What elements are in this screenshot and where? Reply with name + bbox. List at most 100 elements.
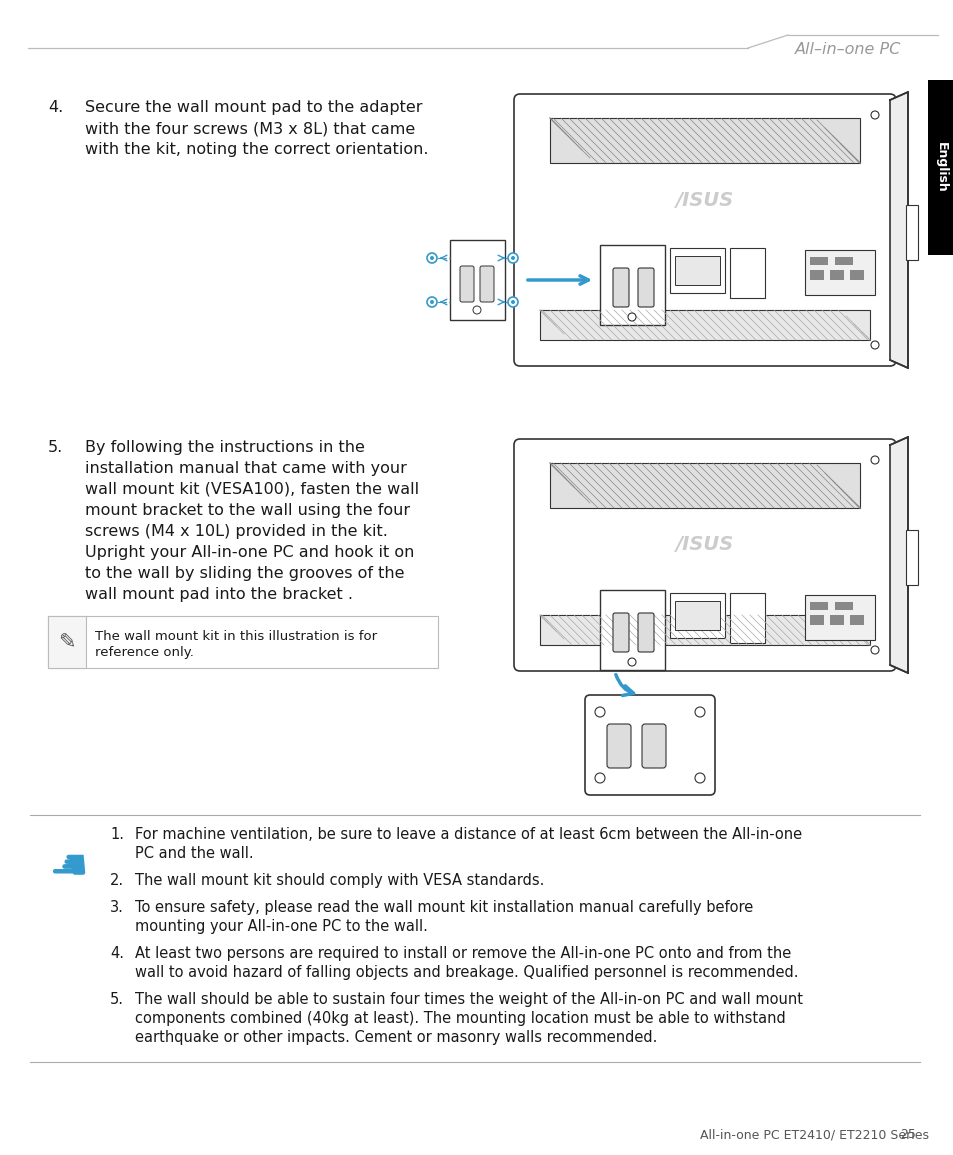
- Text: mount bracket to the wall using the four: mount bracket to the wall using the four: [85, 502, 410, 517]
- Bar: [834, 602, 852, 610]
- FancyBboxPatch shape: [514, 94, 895, 366]
- Bar: [669, 248, 724, 293]
- Bar: [905, 530, 917, 584]
- FancyBboxPatch shape: [613, 268, 628, 307]
- Text: By following the instructions in the: By following the instructions in the: [85, 440, 364, 455]
- FancyBboxPatch shape: [641, 724, 665, 768]
- Circle shape: [870, 646, 878, 654]
- Circle shape: [627, 313, 636, 321]
- Polygon shape: [889, 92, 907, 368]
- Text: All–in–one PC: All–in–one PC: [794, 42, 901, 57]
- Text: PC and the wall.: PC and the wall.: [135, 845, 253, 860]
- Text: with the four screws (M3 x 8L) that came: with the four screws (M3 x 8L) that came: [85, 121, 415, 136]
- Bar: [599, 245, 664, 325]
- Bar: [599, 590, 664, 670]
- Circle shape: [695, 707, 704, 717]
- Circle shape: [627, 658, 636, 666]
- Text: 1.: 1.: [110, 827, 124, 842]
- Text: mounting your All-in-one PC to the wall.: mounting your All-in-one PC to the wall.: [135, 919, 428, 934]
- Text: 25: 25: [899, 1128, 915, 1141]
- Bar: [729, 248, 764, 298]
- FancyBboxPatch shape: [606, 724, 630, 768]
- FancyBboxPatch shape: [514, 439, 895, 671]
- Bar: [849, 270, 863, 280]
- Bar: [809, 614, 823, 625]
- Text: ✎: ✎: [58, 632, 75, 653]
- Bar: [539, 614, 869, 644]
- FancyBboxPatch shape: [638, 613, 654, 653]
- Text: 4.: 4.: [110, 946, 124, 961]
- FancyBboxPatch shape: [459, 266, 474, 301]
- Bar: [48, 616, 86, 668]
- Text: 2.: 2.: [110, 873, 124, 888]
- Text: /ISUS: /ISUS: [675, 191, 734, 209]
- Circle shape: [695, 773, 704, 783]
- Circle shape: [427, 297, 436, 307]
- Bar: [905, 204, 917, 260]
- FancyBboxPatch shape: [638, 268, 654, 307]
- Circle shape: [595, 707, 604, 717]
- Text: 4.: 4.: [48, 100, 63, 116]
- Bar: [450, 240, 504, 320]
- Text: English: English: [934, 142, 946, 193]
- Bar: [539, 310, 869, 340]
- Bar: [669, 593, 724, 638]
- Text: screws (M4 x 10L) provided in the kit.: screws (M4 x 10L) provided in the kit.: [85, 524, 388, 539]
- Text: 5.: 5.: [48, 440, 63, 455]
- Circle shape: [430, 300, 434, 304]
- Bar: [829, 614, 843, 625]
- Bar: [927, 80, 953, 255]
- Text: Upright your All-in-one PC and hook it on: Upright your All-in-one PC and hook it o…: [85, 545, 414, 560]
- Text: All-in-one PC ET2410/ ET2210 Series: All-in-one PC ET2410/ ET2210 Series: [700, 1128, 928, 1141]
- Circle shape: [507, 297, 517, 307]
- Bar: [550, 463, 859, 508]
- Bar: [729, 593, 764, 643]
- Text: For machine ventilation, be sure to leave a distance of at least 6cm between the: For machine ventilation, be sure to leav…: [135, 827, 801, 842]
- Circle shape: [511, 300, 515, 304]
- Text: to the wall by sliding the grooves of the: to the wall by sliding the grooves of th…: [85, 566, 404, 581]
- Text: The wall should be able to sustain four times the weight of the All-in-on PC and: The wall should be able to sustain four …: [135, 992, 802, 1007]
- Polygon shape: [889, 437, 907, 673]
- Circle shape: [870, 111, 878, 119]
- FancyBboxPatch shape: [584, 695, 714, 795]
- Text: wall mount pad into the bracket .: wall mount pad into the bracket .: [85, 587, 353, 602]
- FancyBboxPatch shape: [613, 613, 628, 653]
- Circle shape: [507, 253, 517, 263]
- Circle shape: [427, 253, 436, 263]
- Bar: [675, 601, 720, 629]
- Bar: [809, 602, 827, 610]
- Bar: [834, 258, 852, 264]
- Text: with the kit, noting the correct orientation.: with the kit, noting the correct orienta…: [85, 142, 428, 157]
- Circle shape: [595, 773, 604, 783]
- Circle shape: [473, 306, 480, 314]
- Text: 3.: 3.: [110, 900, 124, 915]
- Text: The wall mount kit in this illustration is for: The wall mount kit in this illustration …: [95, 629, 376, 643]
- Bar: [550, 118, 859, 163]
- Circle shape: [870, 341, 878, 349]
- Text: Secure the wall mount pad to the adapter: Secure the wall mount pad to the adapter: [85, 100, 422, 116]
- Bar: [809, 258, 827, 264]
- Text: /ISUS: /ISUS: [675, 536, 734, 554]
- Bar: [809, 270, 823, 280]
- Text: At least two persons are required to install or remove the All-in-one PC onto an: At least two persons are required to ins…: [135, 946, 790, 961]
- Bar: [849, 614, 863, 625]
- Text: ☛: ☛: [42, 839, 82, 881]
- Bar: [48, 616, 437, 668]
- Bar: [804, 249, 874, 295]
- Text: reference only.: reference only.: [95, 646, 193, 660]
- Text: installation manual that came with your: installation manual that came with your: [85, 461, 406, 476]
- Bar: [829, 270, 843, 280]
- Circle shape: [430, 256, 434, 260]
- Bar: [804, 595, 874, 640]
- Text: earthquake or other impacts. Cement or masonry walls recommended.: earthquake or other impacts. Cement or m…: [135, 1030, 657, 1045]
- FancyBboxPatch shape: [479, 266, 494, 301]
- Circle shape: [870, 456, 878, 464]
- Bar: [675, 256, 720, 285]
- Text: The wall mount kit should comply with VESA standards.: The wall mount kit should comply with VE…: [135, 873, 544, 888]
- Text: 5.: 5.: [110, 992, 124, 1007]
- Circle shape: [511, 256, 515, 260]
- Text: components combined (40kg at least). The mounting location must be able to withs: components combined (40kg at least). The…: [135, 1011, 785, 1026]
- Text: wall to avoid hazard of falling objects and breakage. Qualified personnel is rec: wall to avoid hazard of falling objects …: [135, 964, 798, 979]
- Text: wall mount kit (VESA100), fasten the wall: wall mount kit (VESA100), fasten the wal…: [85, 482, 418, 497]
- Text: To ensure safety, please read the wall mount kit installation manual carefully b: To ensure safety, please read the wall m…: [135, 900, 753, 915]
